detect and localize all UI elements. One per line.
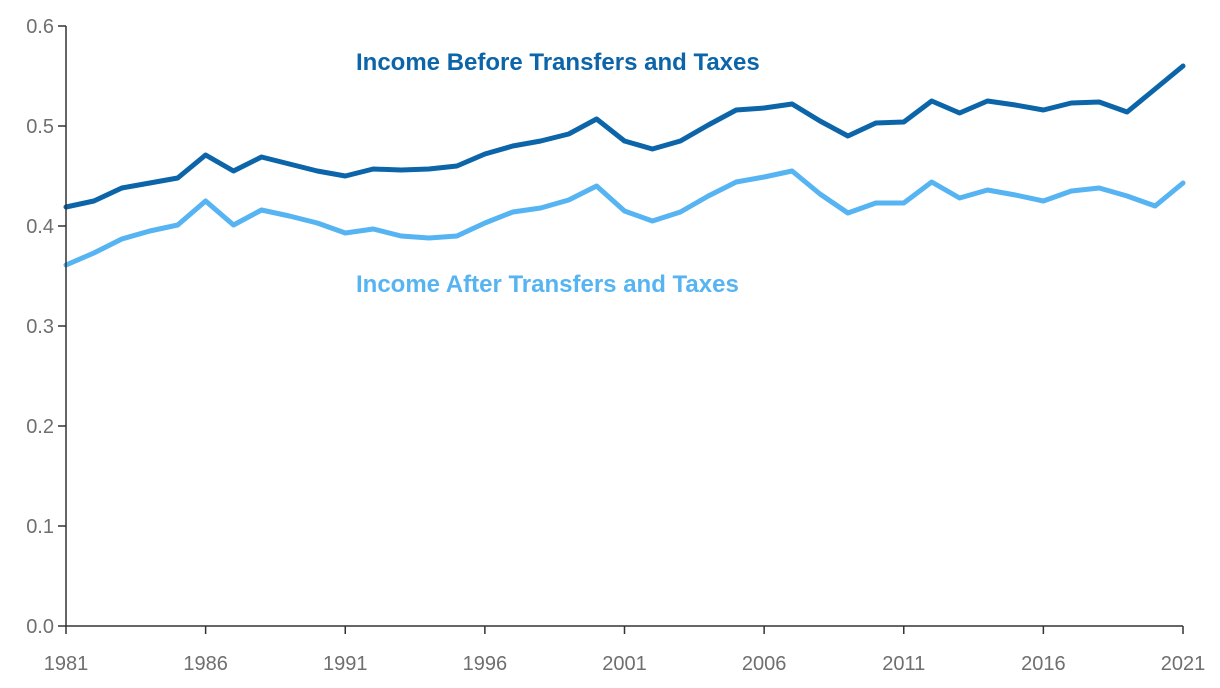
x-tick-label: 1996 bbox=[463, 653, 508, 675]
x-tick-label: 2001 bbox=[602, 653, 647, 675]
series-lines bbox=[63, 63, 1186, 268]
x-tick-label: 1986 bbox=[183, 653, 228, 675]
series-line-before bbox=[63, 63, 1186, 210]
x-tick-label: 2021 bbox=[1161, 653, 1206, 675]
y-tick-label: 0.4 bbox=[26, 216, 54, 238]
y-axis-ticks: 0.0 0.1 0.2 0.3 0.4 0.5 0.6 bbox=[26, 16, 66, 638]
y-tick-label: 0.3 bbox=[26, 316, 54, 338]
y-tick-label: 0.2 bbox=[26, 416, 54, 438]
x-tick-label: 2011 bbox=[882, 653, 925, 675]
series-label-after: Income After Transfers and Taxes bbox=[356, 271, 739, 298]
series-label-before: Income Before Transfers and Taxes bbox=[356, 49, 760, 76]
y-tick-label: 0.0 bbox=[26, 616, 54, 638]
x-tick-label: 2006 bbox=[742, 653, 787, 675]
x-axis-ticks: 1981 1986 1991 1996 2001 2006 2011 2016 2021 bbox=[44, 626, 1206, 675]
series-line-after bbox=[63, 168, 1186, 268]
x-tick-label: 1981 bbox=[44, 653, 89, 675]
y-tick-label: 0.1 bbox=[26, 516, 54, 538]
y-tick-label: 0.6 bbox=[26, 16, 54, 38]
series-labels: Income Before Transfers and Taxes Income … bbox=[356, 49, 760, 298]
x-tick-label: 1991 bbox=[323, 653, 368, 675]
x-tick-label: 2016 bbox=[1021, 653, 1066, 675]
y-tick-label: 0.5 bbox=[26, 116, 54, 138]
